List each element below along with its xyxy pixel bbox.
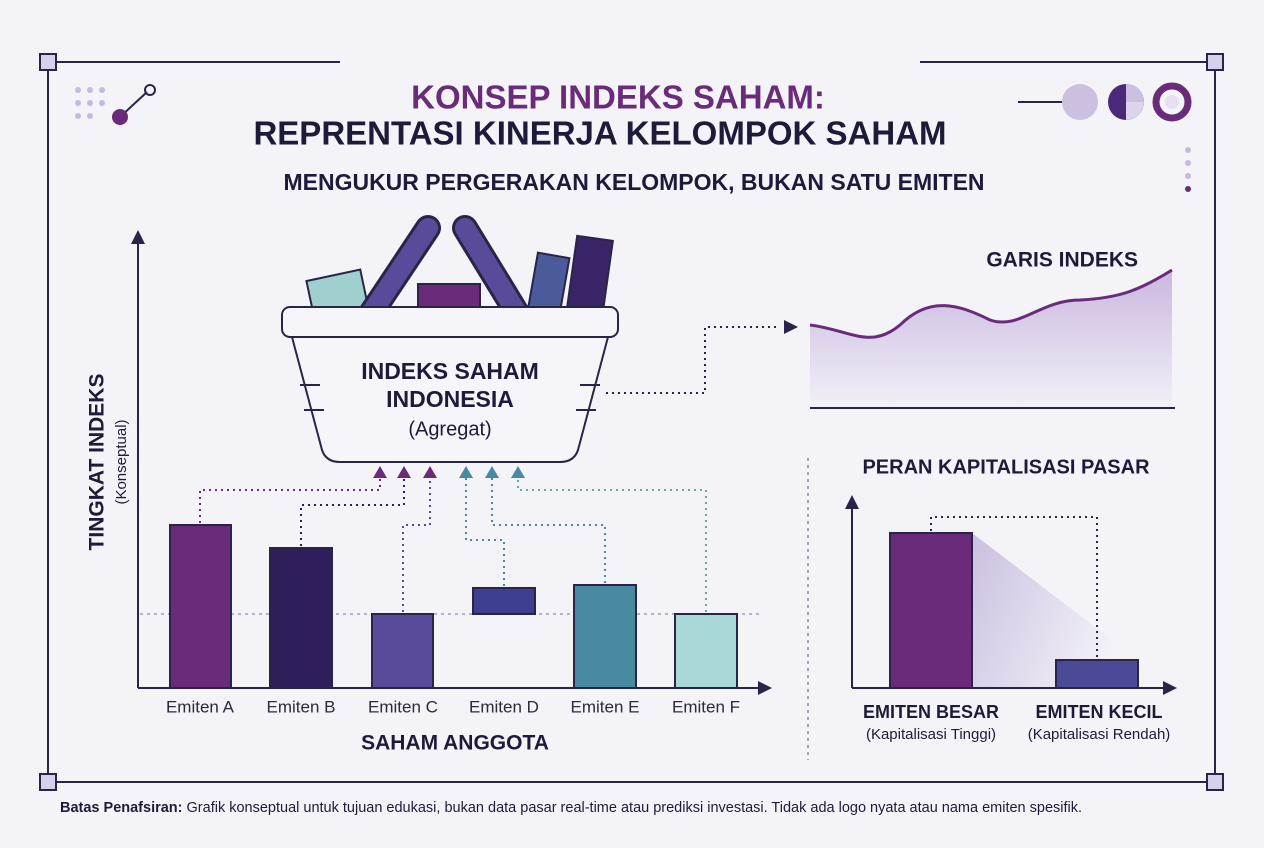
connector [606, 326, 780, 394]
y-axis-title: TINGKAT INDEKS [86, 374, 109, 551]
frame [47, 61, 1216, 783]
basket [281, 215, 619, 463]
decor-shape [300, 478, 405, 546]
decor-shape [99, 87, 105, 93]
x-axis-title: SAHAM ANGGOTA [361, 732, 549, 755]
cap-title: PERAN KAPITALISASI PASAR [862, 456, 1150, 478]
decor-dots-right [1185, 147, 1191, 192]
decor-pies [1018, 82, 1192, 122]
corner [39, 773, 57, 791]
decor-shape [491, 478, 606, 583]
member-bars [169, 524, 738, 689]
decor-shape [1185, 186, 1191, 192]
decor-node [112, 84, 156, 125]
decor-shape [1062, 84, 1098, 120]
decor-shape [1152, 82, 1192, 122]
basket-line2: INDONESIA [386, 386, 514, 412]
basket-rim [281, 306, 619, 338]
cap-bar-big [889, 532, 973, 689]
basket-item [417, 283, 481, 310]
decor-shape [75, 100, 81, 106]
member-label: Emiten C [368, 697, 438, 716]
decor-shape [1126, 102, 1144, 120]
basket-body [290, 336, 610, 463]
basket-line1: INDEKS SAHAM [361, 358, 539, 384]
footer-label: Batas Penafsiran: [60, 800, 183, 816]
member-bar [371, 613, 434, 689]
footer: Batas Penafsiran: Grafik konseptual untu… [60, 800, 1082, 816]
decor-shape [1185, 173, 1191, 179]
member-label: Emiten B [267, 697, 336, 716]
member-bar [169, 524, 232, 689]
index-line-title: GARIS INDEKS [986, 249, 1138, 272]
basket-handle [358, 218, 438, 328]
basket-marks [300, 384, 600, 411]
frame-corners [39, 53, 1224, 791]
index-area [810, 270, 1172, 408]
member-connectors [199, 466, 707, 612]
footer-text: Grafik konseptual untuk tujuan edukasi, … [187, 800, 1083, 816]
decor-shape [75, 113, 81, 119]
decor-shape [87, 100, 93, 106]
member-label: Emiten A [166, 697, 235, 716]
decor-shape [465, 478, 505, 586]
decor-shape [87, 113, 93, 119]
cap-shadow [972, 533, 1138, 687]
decor-shape [402, 478, 431, 612]
cap-connector [930, 516, 1098, 658]
subtitle: MENGUKUR PERGERAKAN KELOMPOK, BUKAN SATU… [283, 169, 984, 195]
cap-big-label: EMITEN BESAR [863, 702, 999, 722]
corner [1206, 53, 1224, 71]
member-bar [472, 587, 536, 615]
decor-shape [87, 87, 93, 93]
decor-shape [517, 478, 707, 612]
decor-shape [75, 87, 81, 93]
cap-big-note: (Kapitalisasi Tinggi) [866, 726, 996, 743]
arrowhead [784, 320, 798, 334]
decor-shape [1165, 95, 1179, 109]
decor-shape [99, 100, 105, 106]
basket-handle [455, 218, 530, 328]
index-line [809, 268, 1173, 339]
title-line1: KONSEP INDEKS SAHAM: [411, 79, 825, 116]
decor-shape [112, 109, 128, 125]
decor-shape [1185, 147, 1191, 153]
member-bar [674, 613, 738, 689]
decor-dots [75, 87, 105, 119]
member-bar [573, 584, 637, 689]
member-label: Emiten D [469, 697, 539, 716]
y-axis-note: (Konseptual) [113, 419, 130, 504]
member-label: Emiten E [571, 697, 640, 716]
decor-shape [144, 84, 156, 96]
decor-shape [1185, 160, 1191, 166]
member-axes [137, 240, 760, 689]
title-line2: REPRENTASI KINERJA KELOMPOK SAHAM [253, 115, 946, 152]
decor-shape [459, 466, 525, 478]
member-bar [269, 547, 333, 689]
cap-bar-small [1055, 659, 1139, 689]
member-label: Emiten F [672, 697, 740, 716]
corner [39, 53, 57, 71]
basket-note: (Agregat) [408, 418, 491, 440]
decor-shape [1126, 84, 1144, 102]
cap-small-label: EMITEN KECIL [1035, 702, 1162, 722]
corner [1206, 773, 1224, 791]
cap-small-note: (Kapitalisasi Rendah) [1028, 726, 1171, 743]
frame-line [47, 62, 1216, 783]
decor-shape [373, 466, 437, 478]
